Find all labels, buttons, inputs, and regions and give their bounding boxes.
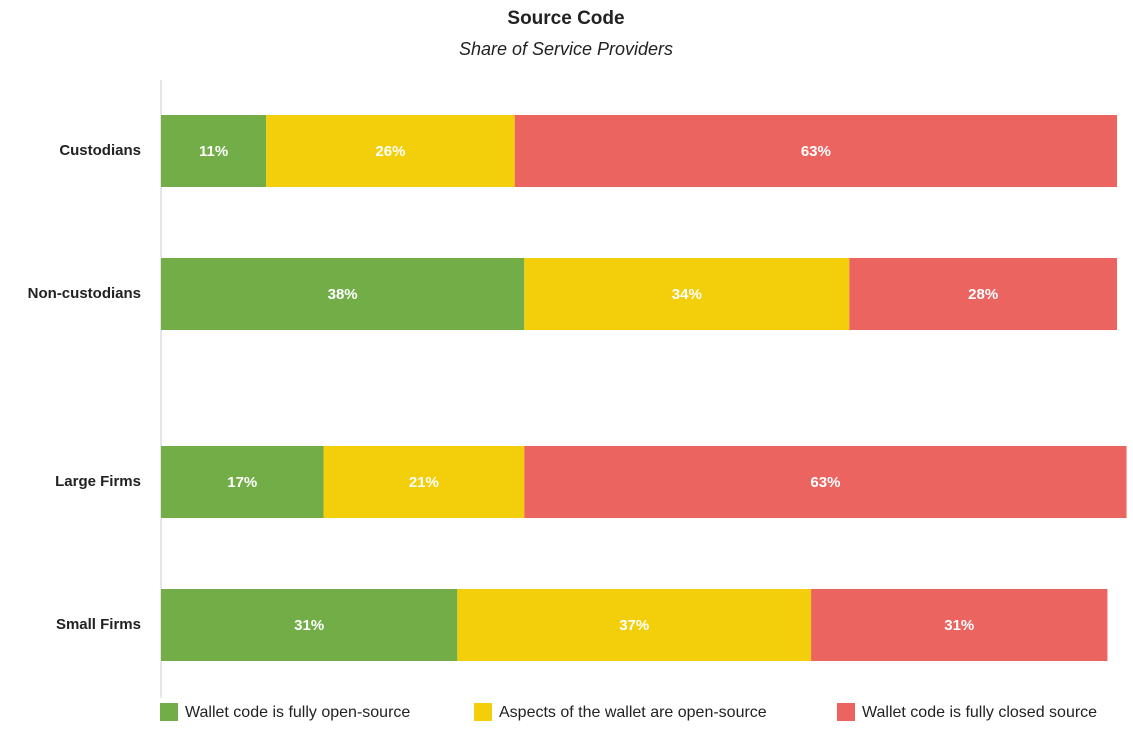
bar-segment	[323, 446, 525, 518]
chart-subtitle: Share of Service Providers	[459, 39, 673, 59]
value-label: 38%	[328, 286, 358, 303]
value-label: 34%	[672, 286, 702, 303]
value-label: 11%	[199, 143, 228, 160]
bar-segment	[849, 258, 1117, 330]
category-label: Small Firms	[56, 616, 141, 633]
category-label: Non-custodians	[28, 285, 141, 302]
bar-segment	[524, 258, 850, 330]
value-label: 63%	[801, 143, 831, 160]
legend-swatch	[160, 703, 178, 721]
value-label: 28%	[968, 286, 998, 303]
bar-segment	[161, 258, 525, 330]
bar-segment	[524, 446, 1127, 518]
legend-label: Aspects of the wallet are open-source	[499, 704, 767, 721]
value-label: 37%	[619, 617, 649, 634]
value-label: 17%	[227, 474, 257, 491]
bar-segment	[266, 115, 515, 187]
legend-swatch	[474, 703, 492, 721]
value-label: 21%	[409, 474, 439, 491]
bar-segment	[457, 589, 812, 661]
value-label: 31%	[294, 617, 324, 634]
legend-swatch	[837, 703, 855, 721]
value-label: 63%	[810, 474, 840, 491]
bar-segment	[811, 589, 1108, 661]
category-label: Custodians	[59, 142, 141, 159]
bar-segment	[161, 115, 267, 187]
legend-label: Wallet code is fully open-source	[185, 704, 410, 721]
value-label: 26%	[375, 143, 405, 160]
legend-label: Wallet code is fully closed source	[862, 704, 1097, 721]
bar-segment	[161, 589, 458, 661]
value-label: 31%	[944, 617, 974, 634]
bar-segment	[514, 115, 1117, 187]
category-label: Large Firms	[55, 473, 141, 490]
bar-segment	[161, 446, 324, 518]
chart-title: Source Code	[507, 8, 624, 29]
